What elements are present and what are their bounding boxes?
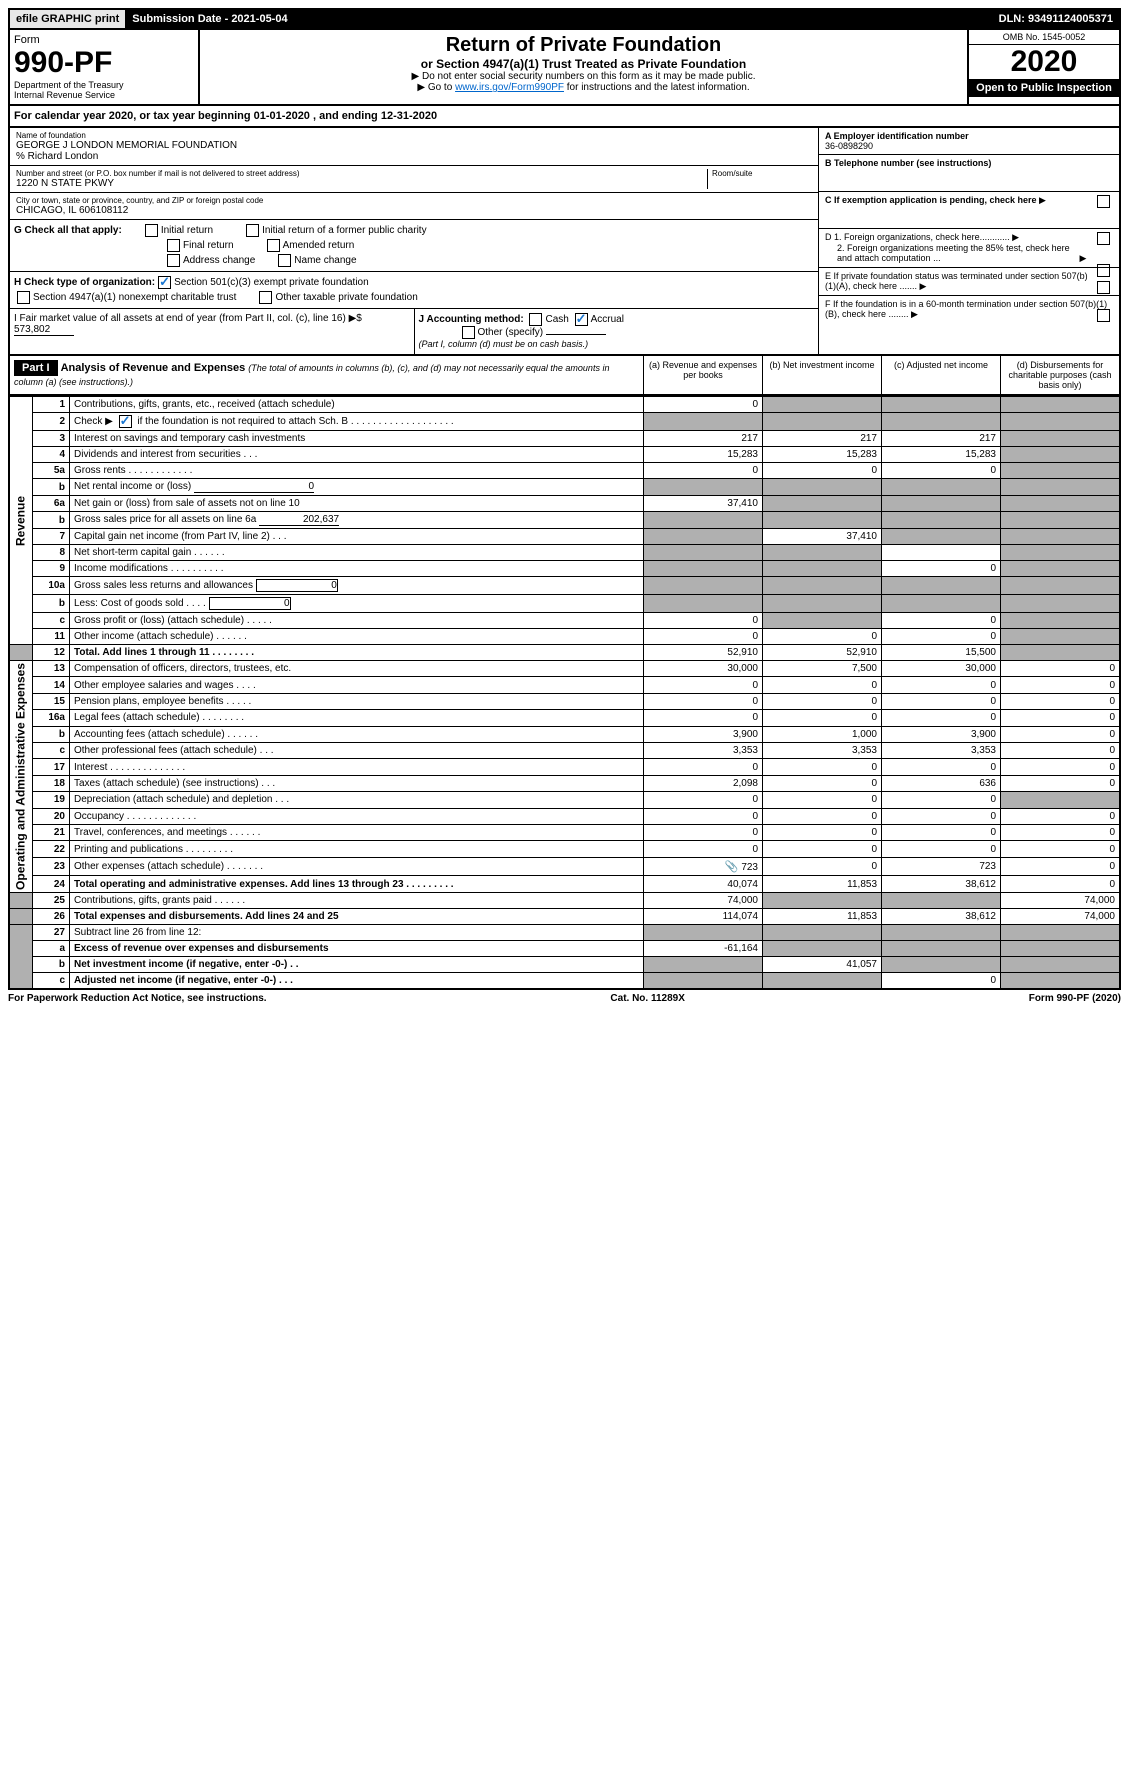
col-b-header: (b) Net investment income (762, 356, 881, 394)
chk-initial[interactable] (145, 224, 158, 237)
f-label: F If the foundation is in a 60-month ter… (825, 299, 1107, 319)
chk-d1[interactable] (1097, 232, 1110, 245)
name-label: Name of foundation (16, 131, 812, 140)
irs: Internal Revenue Service (14, 90, 194, 100)
d1-label: D 1. Foreign organizations, check here..… (825, 232, 1010, 242)
city-state-zip: CHICAGO, IL 606108112 (16, 205, 812, 216)
omb-number: OMB No. 1545-0052 (969, 30, 1119, 45)
header-bar: efile GRAPHIC print Submission Date - 20… (8, 8, 1121, 30)
form-subtitle: or Section 4947(a)(1) Trust Treated as P… (204, 57, 963, 71)
col-a-header: (a) Revenue and expenses per books (643, 356, 762, 394)
chk-amended[interactable] (267, 239, 280, 252)
care-of: % Richard London (16, 151, 812, 162)
irs-link[interactable]: www.irs.gov/Form990PF (455, 82, 564, 93)
c-label: C If exemption application is pending, c… (825, 195, 1037, 205)
h-label: H Check type of organization: (14, 277, 155, 288)
footer-right: Form 990-PF (2020) (1029, 993, 1121, 1004)
chk-initial-former[interactable] (246, 224, 259, 237)
part1-title: Analysis of Revenue and Expenses (61, 362, 246, 374)
submission-date: Submission Date - 2021-05-04 (126, 10, 992, 28)
footer: For Paperwork Reduction Act Notice, see … (8, 990, 1121, 1007)
chk-other-method[interactable] (462, 326, 475, 339)
foundation-name: GEORGE J LONDON MEMORIAL FOUNDATION (16, 140, 812, 151)
chk-d2[interactable] (1097, 264, 1110, 277)
revenue-vert: Revenue (9, 397, 33, 645)
fmv-value: 573,802 (14, 324, 74, 336)
footer-left: For Paperwork Reduction Act Notice, see … (8, 993, 267, 1004)
dept-treasury: Department of the Treasury (14, 80, 194, 90)
phone-label: B Telephone number (see instructions) (825, 158, 991, 168)
chk-address[interactable] (167, 254, 180, 267)
form-note-ssn: ▶ Do not enter social security numbers o… (204, 71, 963, 82)
calendar-year-row: For calendar year 2020, or tax year begi… (8, 106, 1121, 128)
expenses-vert: Operating and Administrative Expenses (9, 661, 33, 893)
col-d-header: (d) Disbursements for charitable purpose… (1000, 356, 1119, 394)
address: 1220 N STATE PKWY (16, 178, 707, 189)
chk-4947[interactable] (17, 291, 30, 304)
chk-501c3[interactable] (158, 276, 171, 289)
footer-center: Cat. No. 11289X (610, 993, 684, 1004)
info-grid: Name of foundation GEORGE J LONDON MEMOR… (8, 128, 1121, 356)
d2-label: 2. Foreign organizations meeting the 85%… (837, 243, 1077, 263)
chk-other-taxable[interactable] (259, 291, 272, 304)
open-public: Open to Public Inspection (969, 79, 1119, 97)
form-note-link: ▶ Go to www.irs.gov/Form990PF for instru… (204, 82, 963, 93)
tax-year: 2020 (969, 45, 1119, 79)
col-c-header: (c) Adjusted net income (881, 356, 1000, 394)
chk-name-change[interactable] (278, 254, 291, 267)
chk-c[interactable] (1097, 195, 1110, 208)
addr-label: Number and street (or P.O. box number if… (16, 169, 707, 178)
efile-print-button[interactable]: efile GRAPHIC print (10, 10, 126, 28)
room-label: Room/suite (712, 169, 812, 178)
chk-f[interactable] (1097, 309, 1110, 322)
city-label: City or town, state or province, country… (16, 196, 812, 205)
part1-header-row: Part I Analysis of Revenue and Expenses … (8, 356, 1121, 396)
chk-schb[interactable] (119, 415, 132, 428)
chk-accrual[interactable] (575, 313, 588, 326)
dln: DLN: 93491124005371 (993, 10, 1119, 28)
e-label: E If private foundation status was termi… (825, 271, 1088, 291)
form-header: Form 990-PF Department of the Treasury I… (8, 30, 1121, 106)
chk-e[interactable] (1097, 281, 1110, 294)
g-checkboxes: G Check all that apply: Initial return I… (10, 220, 818, 272)
ein-value: 36-0898290 (825, 141, 873, 151)
chk-cash[interactable] (529, 313, 542, 326)
ein-label: A Employer identification number (825, 131, 969, 141)
form-number: 990-PF (14, 46, 194, 80)
form-word: Form (14, 34, 194, 46)
h-checkboxes: H Check type of organization: Section 50… (10, 272, 818, 309)
j-section: J Accounting method: Cash Accrual Other … (415, 309, 819, 354)
g-label: G Check all that apply: (14, 225, 122, 236)
form-title: Return of Private Foundation (204, 34, 963, 57)
chk-final[interactable] (167, 239, 180, 252)
part1-label: Part I (14, 360, 58, 376)
paperclip-icon[interactable]: 📎 (725, 860, 739, 873)
i-section: I Fair market value of all assets at end… (10, 309, 415, 354)
main-table: Revenue 1Contributions, gifts, grants, e… (8, 396, 1121, 990)
